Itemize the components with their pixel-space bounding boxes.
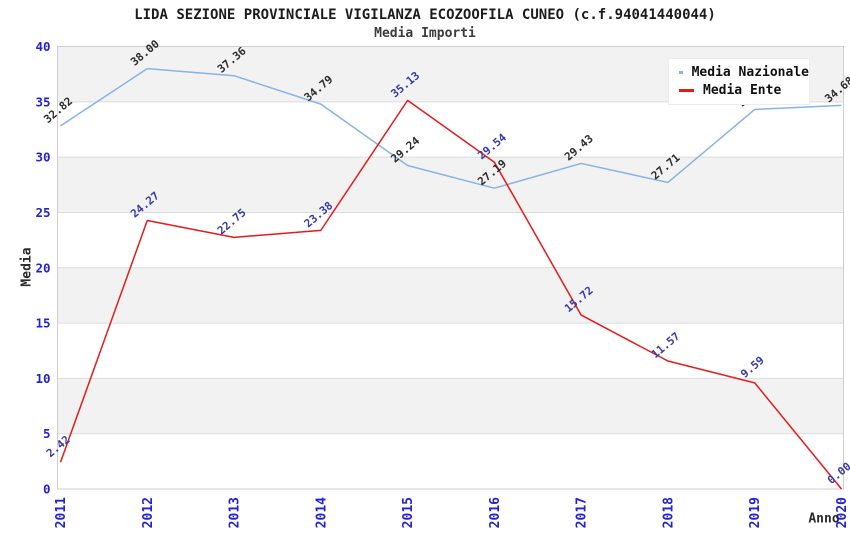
legend-item: Media Nazionale (679, 65, 809, 80)
y-axis-tick-label: 35 (35, 94, 50, 109)
x-axis-tick-label: 2018 (661, 497, 676, 528)
legend-item: Media Ente (679, 83, 809, 98)
plot-band (57, 378, 844, 434)
plot-band (57, 267, 844, 324)
legend-label: Media Nazionale (691, 64, 809, 80)
data-point-label: 9.59 (738, 354, 767, 381)
x-axis-title: Anno (808, 511, 840, 527)
y-axis-tick-label: 10 (35, 371, 50, 386)
plot-band (57, 157, 844, 213)
x-axis-tick-label: 2011 (54, 497, 69, 528)
y-axis-tick-label: 25 (35, 205, 50, 220)
chart-title: LIDA SEZIONE PROVINCIALE VIGILANZA ECOZO… (134, 7, 716, 23)
x-axis-tick-label: 2016 (488, 497, 503, 528)
legend: Media Nazionale Media Ente (668, 58, 810, 105)
y-axis-tick-label: 30 (35, 150, 50, 165)
plot-border (57, 46, 844, 490)
x-axis-tick-label: 2020 (835, 497, 850, 528)
x-axis-tick-label: 2014 (314, 497, 329, 528)
series-line-media-nazionale (60, 67, 842, 189)
legend-line-swatch (679, 89, 694, 93)
data-point-label: 0.00 (825, 460, 850, 487)
legend-line-swatch (679, 70, 683, 74)
y-axis-tick-label: 15 (35, 316, 50, 331)
y-axis-tick-label: 5 (43, 426, 51, 441)
series-line-media-ente (59, 99, 843, 490)
y-axis-tick-label: 40 (35, 39, 50, 54)
x-axis-tick-label: 2012 (141, 497, 156, 528)
chart-subtitle: Media Importi (374, 26, 476, 41)
y-axis-title: Media (19, 247, 35, 287)
x-axis-tick-label: 2015 (401, 497, 416, 528)
x-axis-tick-label: 2017 (575, 497, 590, 528)
x-axis-tick-label: 2013 (228, 497, 243, 528)
data-point-label: 11.57 (649, 330, 683, 361)
y-axis-tick-label: 20 (35, 260, 50, 275)
legend-label: Media Ente (703, 83, 782, 99)
x-axis-tick-label: 2019 (748, 497, 763, 528)
y-axis-tick-label: 0 (43, 482, 51, 497)
